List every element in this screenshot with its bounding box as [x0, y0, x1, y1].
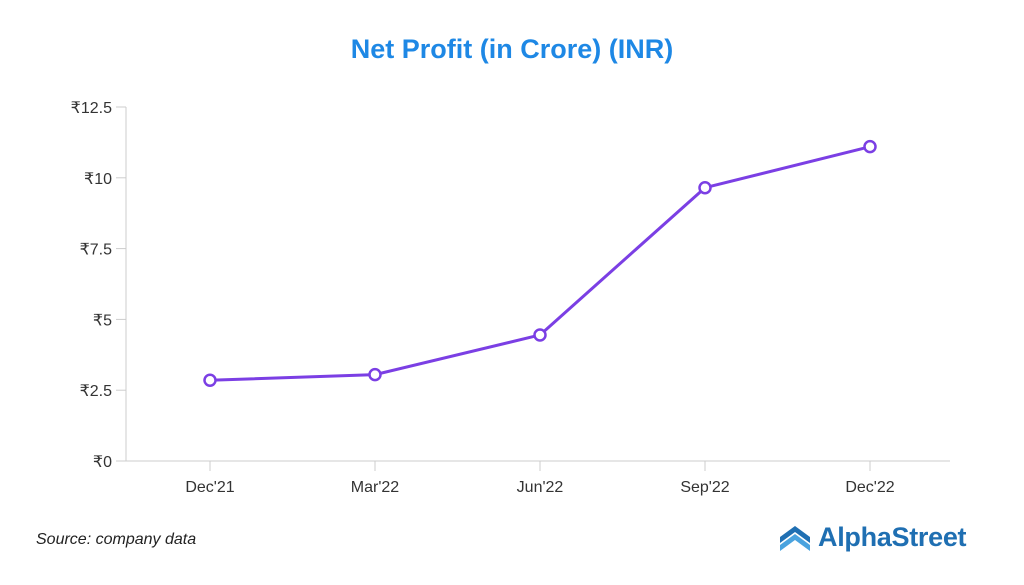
y-tick-label: ₹2.5	[80, 383, 113, 400]
data-point	[863, 139, 877, 154]
data-point	[368, 367, 382, 382]
x-tick-label: Sep'22	[680, 479, 729, 496]
data-point	[533, 328, 547, 342]
x-tick-label: Dec'22	[845, 479, 894, 496]
x-tick-label: Dec'21	[185, 479, 234, 496]
data-point	[203, 373, 217, 388]
brand-name: AlphaStreet	[818, 522, 967, 552]
y-axis-ticks: ₹0 ₹2.5 ₹5 ₹7.5 ₹10 ₹12.5	[71, 100, 126, 471]
y-tick-label: ₹7.5	[80, 242, 113, 259]
x-axis-ticks: Dec'21 Mar'22 Jun'22 Sep'22 Dec'22	[185, 461, 895, 496]
series-line	[209, 145, 871, 382]
x-tick-label: Mar'22	[351, 479, 400, 496]
series-layer	[203, 139, 877, 388]
y-tick-label: ₹5	[93, 312, 112, 329]
source-note: Source: company data	[36, 531, 197, 548]
chart-axes	[125, 107, 950, 462]
brand-logo: AlphaStreet	[778, 522, 967, 553]
data-point	[698, 180, 712, 195]
y-tick-label: ₹12.5	[71, 100, 112, 117]
x-tick-label: Jun'22	[517, 479, 564, 496]
alphastreet-logo-icon	[780, 525, 810, 551]
chart-title: Net Profit (in Crore) (INR)	[350, 34, 674, 64]
y-tick-label: ₹0	[93, 454, 112, 471]
y-tick-label: ₹10	[84, 171, 112, 188]
